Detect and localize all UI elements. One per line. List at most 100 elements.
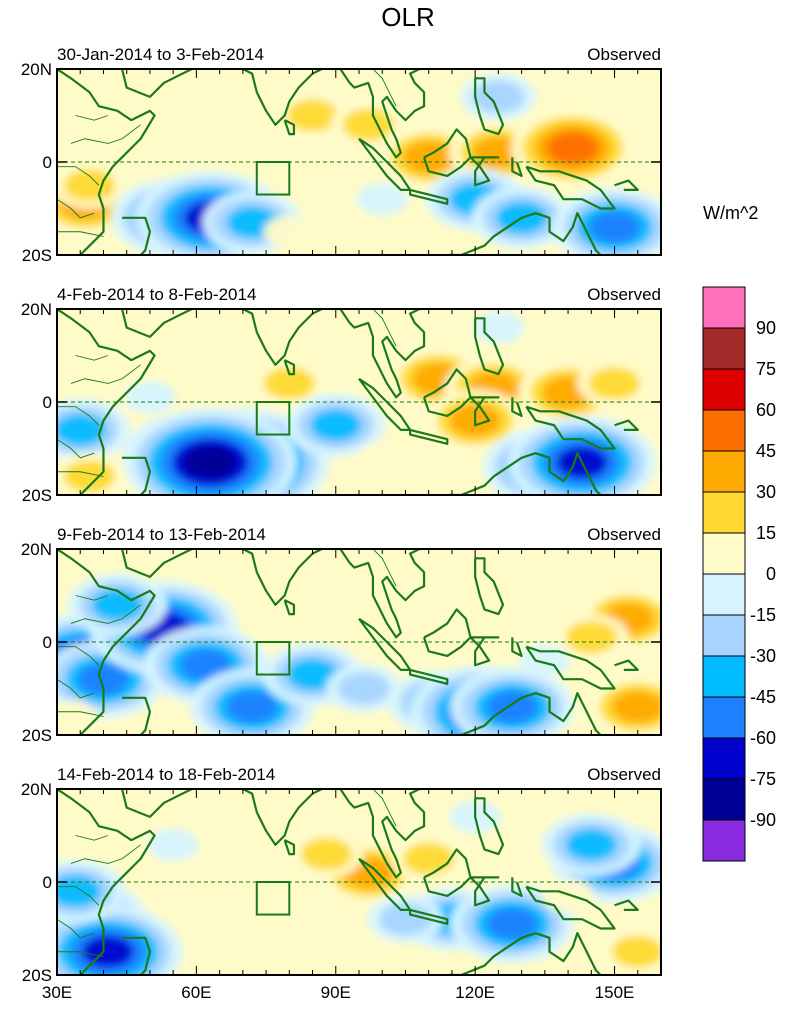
anomaly-field (57, 789, 661, 975)
colorbar-swatch (702, 409, 746, 452)
coastline (339, 309, 426, 399)
coastline (339, 549, 426, 639)
coastline (469, 876, 500, 907)
anomaly-patch (403, 141, 455, 174)
anomaly-patch (300, 837, 353, 871)
y-tick-label: 20N (21, 300, 52, 319)
country-border (57, 198, 95, 219)
colorbar-swatch (702, 491, 746, 534)
country-border (57, 231, 104, 237)
coastline (525, 645, 616, 690)
country-border (57, 166, 100, 186)
reference-box (255, 881, 291, 916)
country-border (372, 69, 397, 107)
coastline (447, 212, 602, 255)
coastline (122, 216, 152, 255)
anomaly-patch (356, 183, 408, 216)
country-border (70, 124, 141, 144)
x-tick-label: 90E (321, 983, 351, 1002)
anomaly-patch (310, 409, 362, 442)
coastline (120, 789, 193, 819)
y-tick-label: 20S (22, 966, 52, 985)
colorbar-label: 75 (756, 359, 776, 379)
anomaly-field (57, 309, 661, 495)
coastline (447, 452, 602, 495)
anomaly-patch (263, 367, 315, 400)
x-tick-label: 60E (181, 983, 211, 1002)
panel-2: 20N 0 20S 4-Feb-2014 to 8-Feb-2014 Observed (21, 285, 662, 505)
coastline (409, 668, 449, 685)
coastlines (57, 309, 639, 495)
coastline (447, 932, 602, 975)
coastline (57, 309, 156, 495)
coastline (122, 936, 152, 975)
anomaly-blobs (57, 71, 661, 255)
colorbar-label: -15 (750, 605, 776, 625)
x-tick-label: 30E (42, 983, 72, 1002)
anomaly-patch (286, 658, 339, 691)
country-border (57, 711, 104, 717)
coastline (409, 428, 449, 445)
y-tick-label: 0 (43, 873, 52, 892)
panel-1: 20N 0 20S 30-Jan-2014 to 3-Feb-2014 Observed (21, 45, 662, 265)
coastline (614, 659, 639, 672)
anomaly-patch (565, 828, 617, 861)
country-border (57, 406, 100, 426)
coastline (474, 557, 505, 616)
coastline (122, 696, 152, 735)
anomaly-patch (124, 381, 176, 414)
coastline (614, 419, 639, 431)
country-border (57, 951, 104, 957)
anomaly-patch (217, 570, 269, 603)
anomaly-patch (82, 935, 134, 968)
coastline (469, 636, 500, 667)
coastline (511, 637, 523, 658)
colorbar-swatch (702, 573, 746, 616)
coastlines (57, 789, 639, 975)
colorbar-label: 15 (756, 523, 776, 543)
x-tick-label: 150E (595, 983, 635, 1002)
panel-label: Observed (587, 285, 661, 304)
coastline (511, 397, 523, 418)
coastline (339, 789, 426, 879)
anomaly-patch (226, 690, 278, 724)
coastlines (57, 549, 639, 735)
y-tick-label: 20S (22, 246, 52, 265)
coastline (283, 599, 296, 616)
coastline (409, 188, 449, 205)
anomaly-patch (403, 842, 455, 875)
colorbar-swatch (702, 450, 746, 493)
reference-box (255, 161, 291, 196)
country-border (372, 549, 397, 587)
anomaly-patch (486, 690, 538, 724)
coastline (469, 396, 500, 427)
anomaly-patch (588, 367, 641, 400)
coastline (57, 789, 156, 975)
anomaly-patch (612, 935, 661, 968)
coastline (409, 908, 449, 925)
coastline (469, 156, 500, 187)
anomaly-patch (333, 71, 385, 104)
country-border (70, 604, 141, 624)
coastline (57, 69, 156, 255)
coastline (614, 899, 639, 912)
colorbar-swatch (702, 696, 746, 739)
panel-period: 4-Feb-2014 to 8-Feb-2014 (57, 285, 256, 304)
reference-box (255, 401, 291, 436)
colorbar-swatch (702, 286, 746, 329)
coastline (474, 797, 505, 856)
panels-group: 20N 0 20S 30-Jan-2014 to 3-Feb-2014 Observed… (21, 45, 662, 985)
country-borders (57, 309, 397, 477)
colorbar-label: -45 (750, 687, 776, 707)
anomaly-patch (403, 588, 455, 621)
anomaly-patch (57, 875, 102, 908)
panel-period: 30-Jan-2014 to 3-Feb-2014 (57, 45, 264, 64)
anomaly-patch (356, 441, 408, 474)
y-tick-label: 0 (43, 153, 52, 172)
coastline (120, 69, 193, 99)
coastline (283, 839, 296, 856)
colorbar-label: 30 (756, 482, 776, 502)
coastlines (57, 69, 639, 255)
panel-label: Observed (587, 45, 661, 64)
colorbar-label: -75 (750, 769, 776, 789)
